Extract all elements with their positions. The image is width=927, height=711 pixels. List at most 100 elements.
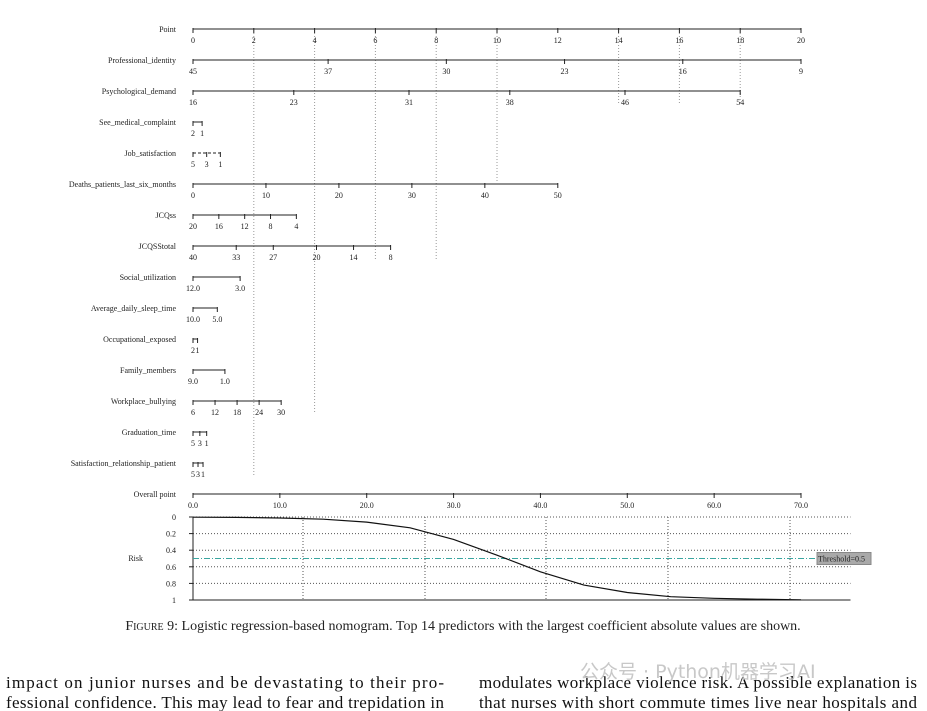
tick-label: 70.0 bbox=[794, 501, 808, 510]
tick-label: 10 bbox=[262, 191, 270, 200]
row-label: JCQss bbox=[156, 211, 176, 220]
tick-label: 9.0 bbox=[188, 377, 198, 386]
tick-label: 1 bbox=[196, 346, 200, 355]
body-line: modulates workplace violence risk. A pos… bbox=[479, 673, 917, 692]
tick-label: 27 bbox=[269, 253, 277, 262]
tick-label: 20 bbox=[797, 36, 805, 45]
tick-label: 54 bbox=[736, 98, 744, 107]
tick-label: 10 bbox=[493, 36, 501, 45]
tick-label: 50.0 bbox=[620, 501, 634, 510]
row-label: Satisfaction_relationship_patient bbox=[71, 459, 177, 468]
tick-label: 5 bbox=[191, 160, 195, 169]
tick-label: 8 bbox=[434, 36, 438, 45]
y-tick-label: 0 bbox=[172, 513, 176, 522]
tick-label: 3 bbox=[205, 160, 209, 169]
row-label: JCQSStotal bbox=[139, 242, 177, 251]
tick-label: 20 bbox=[313, 253, 321, 262]
tick-label: 31 bbox=[405, 98, 413, 107]
row-label: Risk bbox=[128, 554, 143, 563]
tick-label: 12 bbox=[241, 222, 249, 231]
tick-label: 6 bbox=[373, 36, 377, 45]
tick-label: 40.0 bbox=[533, 501, 547, 510]
tick-label: 33 bbox=[232, 253, 240, 262]
tick-label: 30 bbox=[442, 67, 450, 76]
tick-label: 2 bbox=[191, 129, 195, 138]
tick-label: 16 bbox=[215, 222, 223, 231]
tick-label: 4 bbox=[294, 222, 298, 231]
tick-label: 60.0 bbox=[707, 501, 721, 510]
y-tick-label: 1 bbox=[172, 596, 176, 605]
tick-label: 12 bbox=[211, 408, 219, 417]
tick-label: 6 bbox=[191, 408, 195, 417]
tick-label: 5 bbox=[191, 439, 195, 448]
row-label: Graduation_time bbox=[122, 428, 177, 437]
tick-label: 20 bbox=[335, 191, 343, 200]
tick-label: 0.0 bbox=[188, 501, 198, 510]
tick-label: 40 bbox=[481, 191, 489, 200]
row-label: Social_utilization bbox=[120, 273, 176, 282]
tick-label: 30 bbox=[277, 408, 285, 417]
tick-label: 16 bbox=[675, 36, 683, 45]
tick-label: 16 bbox=[679, 67, 687, 76]
tick-label: 0 bbox=[191, 36, 195, 45]
tick-label: 10.0 bbox=[186, 315, 200, 324]
row-label: See_medical_complaint bbox=[99, 118, 177, 127]
caption-text: Logistic regression-based nomogram. Top … bbox=[178, 619, 801, 634]
tick-label: 3 bbox=[198, 439, 202, 448]
row-label: Average_daily_sleep_time bbox=[91, 304, 177, 313]
tick-label: 0 bbox=[191, 191, 195, 200]
tick-label: 30.0 bbox=[447, 501, 461, 510]
threshold-box bbox=[816, 552, 872, 565]
tick-label: 5 bbox=[191, 470, 195, 479]
body-line: impact on junior nurses and be devastati… bbox=[6, 673, 444, 692]
row-label: Occupational_exposed bbox=[103, 335, 176, 344]
tick-label: 14 bbox=[615, 36, 623, 45]
tick-label: 30 bbox=[408, 191, 416, 200]
tick-label: 40 bbox=[189, 253, 197, 262]
tick-label: 9 bbox=[799, 67, 803, 76]
tick-label: 1 bbox=[200, 129, 204, 138]
tick-label: 45 bbox=[189, 67, 197, 76]
tick-label: 18 bbox=[233, 408, 241, 417]
tick-label: 12 bbox=[554, 36, 562, 45]
row-label: Overall point bbox=[134, 490, 177, 499]
tick-label: 37 bbox=[324, 67, 332, 76]
tick-label: 3 bbox=[196, 470, 200, 479]
tick-label: 23 bbox=[561, 67, 569, 76]
tick-label: 20 bbox=[189, 222, 197, 231]
row-label: Job_satisfaction bbox=[124, 149, 176, 158]
caption: Figure 9: Logistic regression-based nomo… bbox=[125, 619, 800, 634]
row-label: Point bbox=[159, 25, 177, 34]
y-tick-label: 0.2 bbox=[166, 530, 176, 539]
tick-label: 8 bbox=[269, 222, 273, 231]
tick-label: 14 bbox=[350, 253, 358, 262]
tick-label: 46 bbox=[621, 98, 629, 107]
tick-label: 24 bbox=[255, 408, 263, 417]
tick-label: 23 bbox=[290, 98, 298, 107]
risk-curve bbox=[192, 516, 802, 601]
tick-label: 1.0 bbox=[220, 377, 230, 386]
tick-label: 8 bbox=[389, 253, 393, 262]
row-label: Family_members bbox=[120, 366, 176, 375]
tick-label: 16 bbox=[189, 98, 197, 107]
tick-label: 5.0 bbox=[212, 315, 222, 324]
body-line: fessional confidence. This may lead to f… bbox=[6, 693, 445, 711]
tick-label: 20.0 bbox=[360, 501, 374, 510]
tick-label: 2 bbox=[191, 346, 195, 355]
tick-label: 2 bbox=[252, 36, 256, 45]
y-tick-label: 0.6 bbox=[166, 563, 176, 572]
tick-label: 1 bbox=[205, 439, 209, 448]
tick-label: 4 bbox=[313, 36, 317, 45]
tick-label: 50 bbox=[554, 191, 562, 200]
y-tick-label: 0.4 bbox=[166, 546, 176, 555]
row-label: Workplace_bullying bbox=[111, 397, 176, 406]
tick-label: 38 bbox=[506, 98, 514, 107]
row-label: Professional_identity bbox=[108, 56, 176, 65]
row-label: Deaths_patients_last_six_months bbox=[69, 180, 176, 189]
tick-label: 1 bbox=[201, 470, 205, 479]
body-line: that nurses with short commute times liv… bbox=[479, 693, 918, 711]
threshold-label: Threshold=0.5 bbox=[818, 555, 865, 564]
tick-label: 12.0 bbox=[186, 284, 200, 293]
watermark: 公众号 · Python机器学习AI bbox=[580, 661, 816, 683]
